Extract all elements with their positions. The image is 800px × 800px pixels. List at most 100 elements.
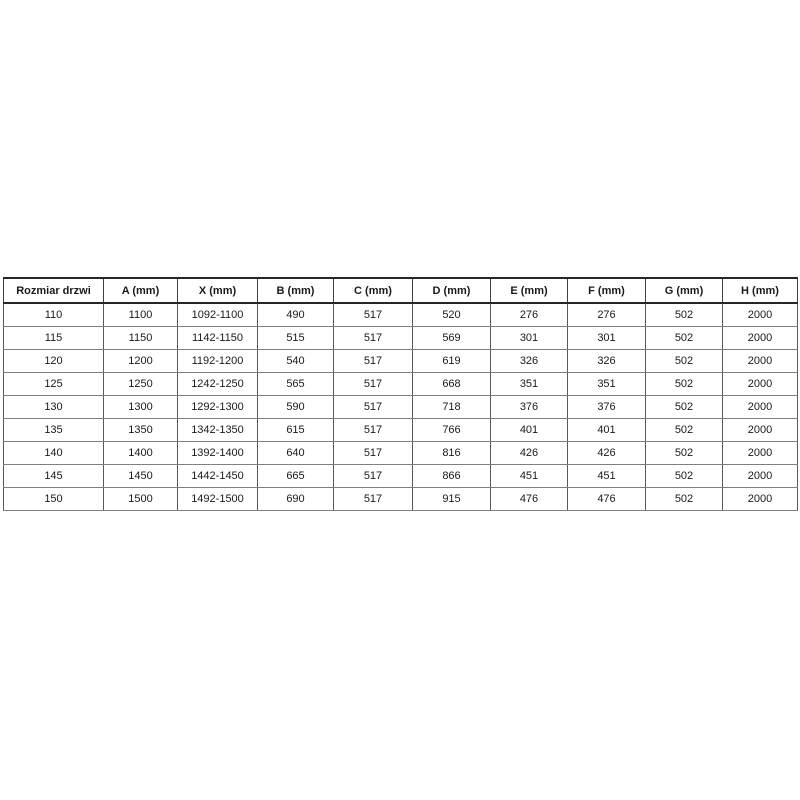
table-cell: 376 xyxy=(490,395,568,419)
table-cell: 1092-1100 xyxy=(177,302,258,327)
table-cell: 1350 xyxy=(103,418,178,442)
table-row: 130 1300 1292-1300 590 517 718 376 376 502 2000 xyxy=(3,395,798,419)
table-cell: 1342-1350 xyxy=(177,418,258,442)
table-cell: 517 xyxy=(333,395,413,419)
table-cell: 1392-1400 xyxy=(177,441,258,465)
table-cell: 120 xyxy=(3,349,104,373)
table-cell: 476 xyxy=(567,487,646,511)
table-row: 110 1100 1092-1100 490 517 520 276 276 502 2000 xyxy=(3,302,798,327)
table-cell: 1500 xyxy=(103,487,178,511)
table-cell: 110 xyxy=(3,302,104,327)
table-cell: 517 xyxy=(333,487,413,511)
table-cell: 490 xyxy=(257,302,334,327)
table-cell: 2000 xyxy=(722,302,798,327)
table-cell: 130 xyxy=(3,395,104,419)
door-dimensions-table-container: Rozmiar drzwi A (mm) X (mm) B (mm) C (mm) D (… xyxy=(3,277,798,511)
table-cell: 502 xyxy=(645,372,723,396)
table-cell: 1250 xyxy=(103,372,178,396)
table-cell: 517 xyxy=(333,441,413,465)
table-cell: 502 xyxy=(645,441,723,465)
table-cell: 502 xyxy=(645,464,723,488)
table-cell: 502 xyxy=(645,418,723,442)
table-cell: 351 xyxy=(490,372,568,396)
column-header: E (mm) xyxy=(490,277,568,304)
table-cell: 1300 xyxy=(103,395,178,419)
column-header: Rozmiar drzwi xyxy=(3,277,104,304)
header-row: Rozmiar drzwi A (mm) X (mm) B (mm) C (mm) D (… xyxy=(3,277,798,304)
table-cell: 615 xyxy=(257,418,334,442)
table-cell: 125 xyxy=(3,372,104,396)
column-header: D (mm) xyxy=(412,277,491,304)
table-cell: 1292-1300 xyxy=(177,395,258,419)
table-row: 120 1200 1192-1200 540 517 619 326 326 502 2000 xyxy=(3,349,798,373)
table-cell: 1492-1500 xyxy=(177,487,258,511)
table-cell: 2000 xyxy=(722,464,798,488)
table-cell: 1450 xyxy=(103,464,178,488)
table-cell: 1442-1450 xyxy=(177,464,258,488)
table-cell: 1192-1200 xyxy=(177,349,258,373)
table-cell: 565 xyxy=(257,372,334,396)
table-cell: 2000 xyxy=(722,349,798,373)
table-cell: 451 xyxy=(567,464,646,488)
column-header: H (mm) xyxy=(722,277,798,304)
table-cell: 1150 xyxy=(103,326,178,350)
table-cell: 517 xyxy=(333,464,413,488)
table-cell: 326 xyxy=(490,349,568,373)
table-cell: 690 xyxy=(257,487,334,511)
table-row: 125 1250 1242-1250 565 517 668 351 351 502 2000 xyxy=(3,372,798,396)
table-cell: 640 xyxy=(257,441,334,465)
table-cell: 326 xyxy=(567,349,646,373)
table-cell: 502 xyxy=(645,326,723,350)
table-cell: 517 xyxy=(333,302,413,327)
table-cell: 145 xyxy=(3,464,104,488)
column-header: B (mm) xyxy=(257,277,334,304)
table-cell: 2000 xyxy=(722,326,798,350)
table-cell: 1200 xyxy=(103,349,178,373)
door-dimensions-table: Rozmiar drzwi A (mm) X (mm) B (mm) C (mm) D (… xyxy=(3,277,798,511)
table-body: 110 1100 1092-1100 490 517 520 276 276 502 2000 11… xyxy=(3,302,798,511)
table-cell: 115 xyxy=(3,326,104,350)
table-row: 140 1400 1392-1400 640 517 816 426 426 502 2000 xyxy=(3,441,798,465)
table-cell: 517 xyxy=(333,418,413,442)
table-cell: 2000 xyxy=(722,487,798,511)
table-cell: 135 xyxy=(3,418,104,442)
table-cell: 476 xyxy=(490,487,568,511)
table-cell: 816 xyxy=(412,441,491,465)
table-cell: 619 xyxy=(412,349,491,373)
table-cell: 351 xyxy=(567,372,646,396)
table-cell: 2000 xyxy=(722,418,798,442)
table-cell: 515 xyxy=(257,326,334,350)
table-cell: 301 xyxy=(567,326,646,350)
table-cell: 590 xyxy=(257,395,334,419)
table-cell: 766 xyxy=(412,418,491,442)
table-cell: 502 xyxy=(645,395,723,419)
table-cell: 2000 xyxy=(722,372,798,396)
table-cell: 426 xyxy=(490,441,568,465)
table-cell: 1142-1150 xyxy=(177,326,258,350)
table-cell: 301 xyxy=(490,326,568,350)
table-cell: 517 xyxy=(333,372,413,396)
table-cell: 502 xyxy=(645,487,723,511)
table-cell: 718 xyxy=(412,395,491,419)
table-row: 115 1150 1142-1150 515 517 569 301 301 502 2000 xyxy=(3,326,798,350)
table-cell: 502 xyxy=(645,349,723,373)
table-cell: 502 xyxy=(645,302,723,327)
table-cell: 401 xyxy=(567,418,646,442)
table-cell: 276 xyxy=(567,302,646,327)
table-cell: 665 xyxy=(257,464,334,488)
table-row: 150 1500 1492-1500 690 517 915 476 476 502 2000 xyxy=(3,487,798,511)
table-cell: 276 xyxy=(490,302,568,327)
table-cell: 1242-1250 xyxy=(177,372,258,396)
table-cell: 517 xyxy=(333,349,413,373)
table-cell: 517 xyxy=(333,326,413,350)
table-cell: 426 xyxy=(567,441,646,465)
table-row: 135 1350 1342-1350 615 517 766 401 401 502 2000 xyxy=(3,418,798,442)
table-cell: 376 xyxy=(567,395,646,419)
column-header: A (mm) xyxy=(103,277,178,304)
table-cell: 540 xyxy=(257,349,334,373)
table-cell: 140 xyxy=(3,441,104,465)
table-cell: 2000 xyxy=(722,441,798,465)
table-row: 145 1450 1442-1450 665 517 866 451 451 502 2000 xyxy=(3,464,798,488)
column-header: X (mm) xyxy=(177,277,258,304)
